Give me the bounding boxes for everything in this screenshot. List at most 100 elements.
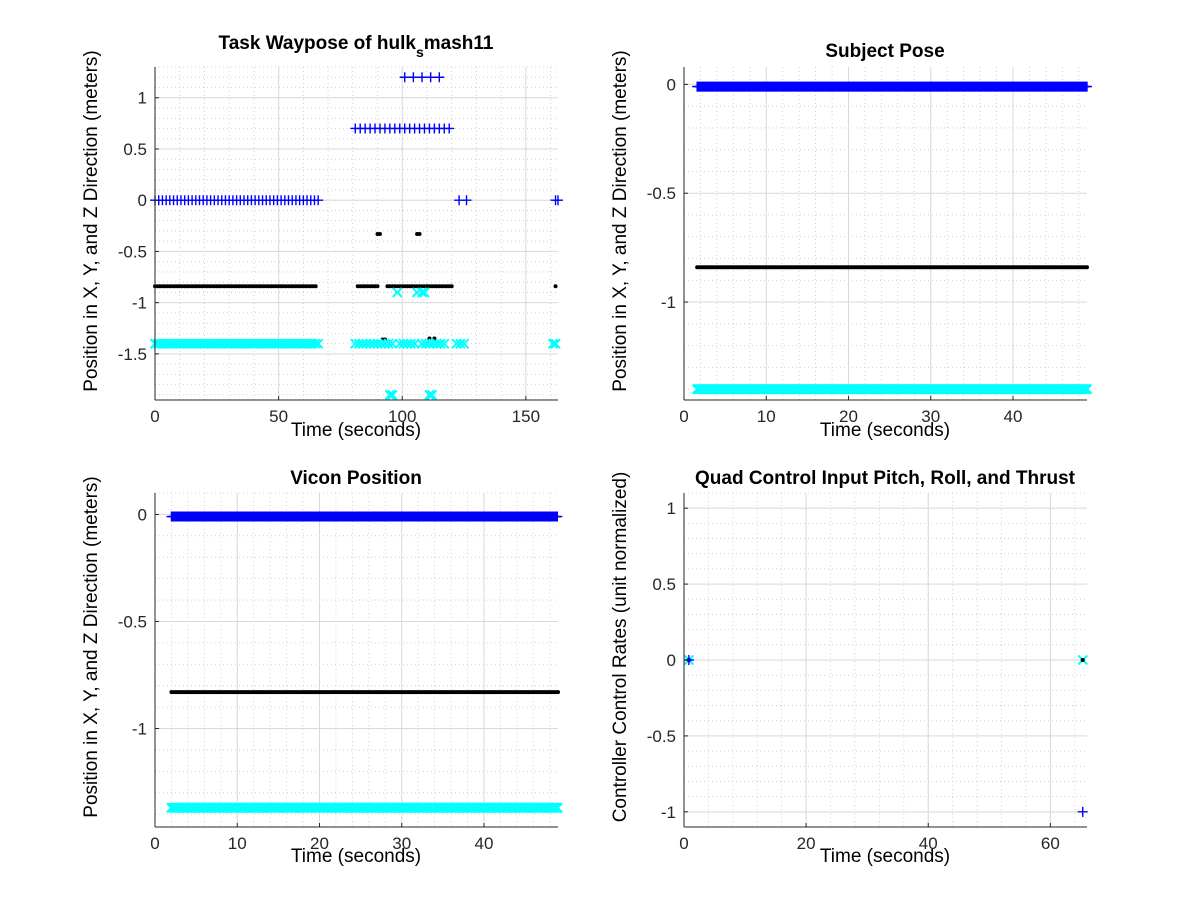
cyan-cross-marker	[424, 389, 435, 401]
cyan-cross-marker	[398, 338, 409, 349]
y-axis-label: Position in X, Y, and Z Direction (meter…	[81, 50, 102, 391]
cyan-cross-marker	[387, 338, 398, 349]
y-tick-label: -1	[661, 293, 676, 312]
blue-plus-marker	[417, 72, 428, 83]
cyan-cross-marker	[458, 338, 470, 349]
cyan-cross-marker	[424, 338, 435, 349]
x-tick-label: 100	[388, 407, 416, 426]
y-tick-label: 0	[667, 75, 676, 94]
cyan-cross-marker	[552, 802, 563, 813]
cyan-cross-marker	[455, 338, 466, 349]
cyan-cross-marker	[383, 338, 394, 349]
cyan-cross-marker	[416, 287, 428, 298]
y-tick-label: -1.5	[118, 345, 147, 364]
subplot-subject-pose: Subject Pose Time (seconds) Position in …	[610, 41, 1093, 441]
cyan-cross-marker	[357, 338, 368, 349]
blue-plus-marker	[399, 72, 410, 83]
blue-plus-marker	[434, 72, 445, 83]
black-dot-marker	[1080, 658, 1085, 662]
cyan-cross-marker	[416, 338, 428, 349]
cyan-cross-marker	[405, 338, 417, 349]
x-tick-label: 20	[797, 834, 816, 853]
black-dot-marker	[1085, 265, 1089, 270]
subplot-quad-control-input: Quad Control Input Pitch, Roll, and Thru…	[610, 468, 1088, 867]
cyan-cross-marker	[439, 338, 450, 349]
blue-plus-marker	[313, 195, 324, 206]
cyan-cross-marker	[350, 338, 361, 349]
cyan-cross-marker	[419, 287, 430, 298]
x-tick-label: 0	[150, 834, 159, 853]
cyan-cross-marker	[353, 338, 365, 349]
y-tick-label: -0.5	[647, 184, 676, 203]
x-axis-label: Time (seconds)	[820, 420, 950, 441]
x-tick-label: 10	[757, 407, 776, 426]
y-axis-label: Controller Control Rates (unit normalize…	[610, 472, 631, 823]
x-tick-label: 50	[269, 407, 288, 426]
cyan-cross-marker	[384, 389, 396, 401]
cyan-cross-marker	[392, 287, 403, 298]
grid	[154, 66, 558, 400]
x-tick-label: 10	[228, 834, 247, 853]
y-tick-label: 0	[667, 651, 676, 670]
y-tick-label: 0.5	[123, 140, 147, 159]
cyan-cross-marker	[312, 338, 324, 349]
cyan-cross-marker	[368, 338, 380, 349]
x-tick-label: 20	[839, 407, 858, 426]
blue-plus-marker	[1082, 81, 1092, 92]
x-tick-label: 40	[919, 834, 938, 853]
y-axis-label: Position in X, Y, and Z Direction (meter…	[610, 50, 631, 391]
y-tick-label: 0	[138, 505, 147, 524]
y-tick-label: 1	[138, 89, 147, 108]
y-tick-label: -1	[132, 294, 147, 313]
y-tick-label: 1	[667, 499, 676, 518]
blue-plus-marker	[553, 195, 563, 206]
cyan-cross-marker	[361, 338, 372, 349]
blue-plus-marker	[552, 511, 563, 522]
x-tick-label: 60	[1041, 834, 1060, 853]
x-tick-label: 20	[310, 834, 329, 853]
cyan-cross-marker	[426, 389, 438, 401]
plot-markers	[149, 72, 563, 401]
y-tick-label: -1	[661, 803, 676, 822]
x-tick-label: 40	[475, 834, 494, 853]
x-tick-label: 0	[150, 407, 159, 426]
x-axis-label: Time (seconds)	[820, 846, 950, 867]
cyan-cross-marker	[451, 338, 462, 349]
y-tick-label: -0.5	[118, 242, 147, 261]
chart-title: Quad Control Input Pitch, Roll, and Thru…	[695, 468, 1076, 489]
y-tick-label: -0.5	[118, 612, 147, 631]
cyan-cross-marker	[376, 338, 387, 349]
subplot-vicon-position: Vicon Position Time (seconds) Position i…	[81, 468, 563, 867]
blue-plus-marker	[444, 123, 455, 134]
chart-title: Subject Pose	[825, 41, 944, 62]
plot-markers	[691, 81, 1093, 395]
y-tick-label: -1	[132, 720, 147, 739]
blue-plus-marker	[408, 72, 419, 83]
chart-title: Task Waypose of hulksmash11	[219, 33, 494, 60]
plot-markers	[166, 511, 563, 813]
cyan-cross-marker	[550, 338, 561, 349]
x-tick-label: 30	[921, 407, 940, 426]
black-dot-marker	[553, 284, 558, 289]
cyan-cross-marker	[431, 338, 443, 349]
blue-plus-marker	[425, 72, 436, 83]
cyan-cross-marker	[427, 338, 439, 349]
chart-title: Vicon Position	[290, 468, 422, 489]
x-tick-label: 30	[392, 834, 411, 853]
cyan-cross-marker	[435, 338, 446, 349]
x-tick-label: 0	[679, 407, 688, 426]
cyan-cross-marker	[401, 338, 413, 349]
y-tick-label: 0	[138, 191, 147, 210]
x-axis-label: Time (seconds)	[291, 846, 421, 867]
black-dot-marker	[313, 284, 318, 289]
y-axis-label: Position in X, Y, and Z Direction (meter…	[81, 476, 102, 817]
cyan-cross-marker	[1081, 383, 1093, 395]
blue-plus-marker	[1077, 806, 1088, 817]
black-dot-marker	[377, 232, 382, 237]
cyan-cross-marker	[379, 338, 391, 349]
subplot-task-waypose: Task Waypose of hulksmash11 Time (second…	[81, 33, 563, 441]
cyan-cross-marker	[420, 338, 431, 349]
y-tick-label: 0.5	[652, 575, 676, 594]
cyan-cross-marker	[372, 338, 383, 349]
